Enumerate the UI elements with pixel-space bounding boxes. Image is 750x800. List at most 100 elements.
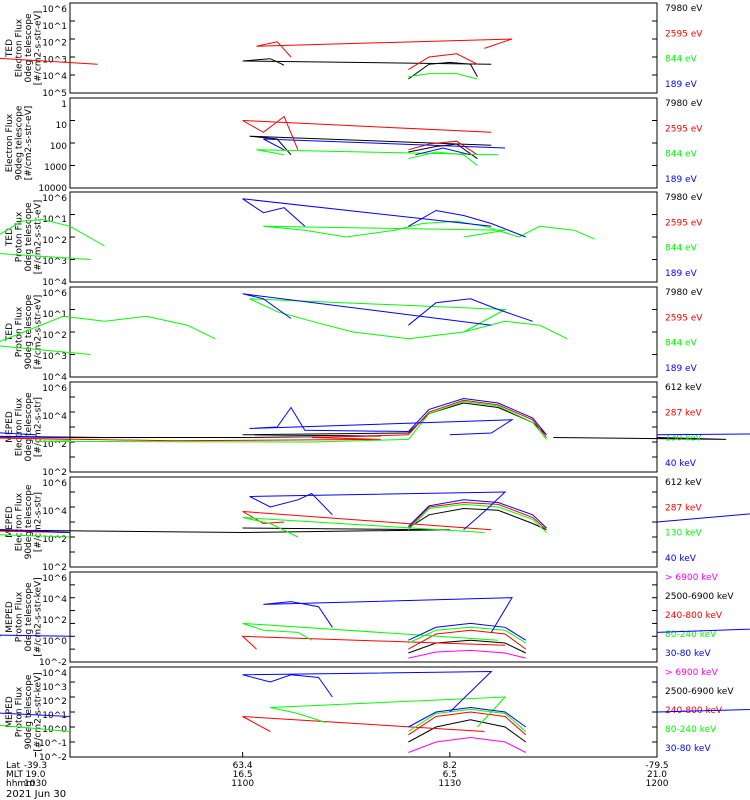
legend-entry: 189 eV [665, 364, 698, 374]
y-axis-label: [#/cm2-s-str-eV] [34, 295, 44, 370]
panel-frame [69, 381, 658, 473]
legend-entry: 7980 eV [665, 193, 703, 203]
footer-row-label: Lat [6, 761, 21, 771]
series-line [408, 73, 478, 80]
series-line [0, 634, 2, 637]
series-line [263, 138, 506, 151]
legend-entry: 189 eV [665, 175, 698, 185]
y-tick-label: 10^6 [42, 384, 67, 394]
series-line [0, 432, 409, 438]
series-line [408, 143, 478, 160]
panel-frame [69, 191, 658, 283]
series-2 [0, 38, 513, 71]
series-3 [0, 503, 547, 538]
y-tick-label: 100 [50, 142, 67, 152]
footer-row-value: 63.4 [233, 761, 253, 771]
series-2 [0, 399, 547, 442]
legend-entry: 130 keV [665, 529, 702, 539]
y-tick-label: 10^1 [42, 215, 67, 225]
y-tick-label: 10^-1 [39, 739, 67, 749]
y-axis-label: Electron Flux [15, 18, 25, 77]
footer-row-value: 1030 [24, 779, 47, 789]
series-line [553, 437, 727, 440]
y-axis-label: MEPED [5, 696, 15, 728]
y-axis-label: 90deg telescope [24, 294, 34, 369]
series-line [256, 38, 513, 58]
footer-row-value: 19.0 [25, 770, 45, 780]
time-axis-footer: 2021 Jun 30 Lat-33.6-39.363.48.2-79.5MLT… [6, 752, 669, 800]
y-tick-label: 10^3 [42, 55, 67, 65]
series-line [408, 622, 527, 641]
series-4 [0, 622, 527, 644]
series-line [249, 406, 514, 436]
legend-entry: 80-240 keV [665, 630, 717, 640]
y-tick-label: 10^-2 [39, 753, 67, 763]
y-axis-label: Proton Flux [15, 306, 25, 357]
legend-entry: 130 keV [665, 434, 702, 444]
panel-frame [69, 571, 658, 663]
y-tick-label: 10^0 [42, 637, 67, 647]
legend-entry: 287 keV [665, 503, 702, 513]
legend-entry: 40 keV [665, 554, 697, 564]
y-tick-label: 10^4 [42, 278, 67, 288]
series-line [408, 53, 478, 71]
panel-5: 10^6 10^4 10^2 10^2 MEPED Electron Flux 0deg t… [0, 381, 750, 478]
y-tick-label: 10^3 [42, 352, 67, 362]
legend-entry: 7980 eV [665, 99, 703, 109]
y-axis-label: 0deg telescope [24, 582, 34, 652]
legend-entry: 844 eV [665, 244, 698, 254]
series-line [656, 433, 750, 436]
panel-4: 10^6 10^1 10^2 10^3 10^4 TED Proton Flux 90deg … [0, 286, 703, 383]
series-line [270, 696, 507, 728]
series-line [408, 140, 478, 156]
legend-entry: > 6900 keV [665, 573, 719, 583]
series-1 [242, 58, 492, 80]
series-line [408, 629, 527, 650]
y-axis-label: Proton Flux [15, 211, 25, 262]
y-tick-label: 10^2 [42, 39, 67, 49]
series-line [249, 298, 568, 340]
series-4 [263, 138, 506, 156]
legend-entry: 844 eV [665, 339, 698, 349]
series-3 [0, 218, 595, 260]
footer-row-value: 1200 [646, 779, 669, 789]
y-tick-label: 10^1 [42, 22, 67, 32]
y-tick-label: 10^4 [42, 507, 67, 517]
legend-entry: 2595 eV [665, 124, 703, 134]
panel-6: 10^6 10^4 10^2 10^2 MEPED Electron Flux 90deg … [0, 476, 750, 573]
series-4 [0, 696, 527, 732]
y-axis-label: MEPED [5, 411, 15, 443]
y-tick-label: 10^2 [42, 616, 67, 626]
y-axis-label: 90deg telescope [24, 484, 34, 559]
y-tick-label: 10^-2 [39, 658, 67, 668]
footer-date: 2021 Jun 30 [6, 789, 66, 800]
y-axis-label: Electron Flux [15, 397, 25, 456]
series-line [35, 438, 409, 443]
series-line [242, 511, 492, 531]
y-axis-label: [#/cm2-s-str-eV] [34, 200, 44, 275]
panel-7: 10^6 10^4 10^2 10^0 10^-2 MEPED Proton Flux 0de… [0, 571, 750, 668]
panel-frame [69, 476, 658, 568]
series-line [408, 397, 547, 436]
y-tick-label: 1000 [44, 163, 67, 173]
series-line [408, 719, 527, 743]
series-4 [242, 293, 533, 326]
series-line [263, 597, 513, 633]
legend-entry: 40 keV [665, 459, 697, 469]
y-axis-label: [#/cm2-s-str-keV] [34, 672, 44, 751]
y-axis-label: MEPED [5, 506, 15, 538]
series-line [242, 517, 485, 538]
y-tick-label: 10^6 [42, 194, 67, 204]
series-3 [0, 298, 568, 355]
series-line [249, 491, 507, 531]
series-line [263, 220, 595, 240]
series-line [242, 115, 492, 150]
panel-2: 1 10 100 1000 10000 Electron Flux 90deg telesc… [5, 97, 703, 194]
panel-frame [69, 286, 658, 378]
y-tick-label: 10000 [38, 184, 67, 194]
y-axis-label: Proton Flux [15, 591, 25, 642]
y-tick-label: 10^4 [42, 373, 67, 383]
legend-entry: 612 keV [665, 383, 702, 393]
series-line [408, 639, 527, 654]
